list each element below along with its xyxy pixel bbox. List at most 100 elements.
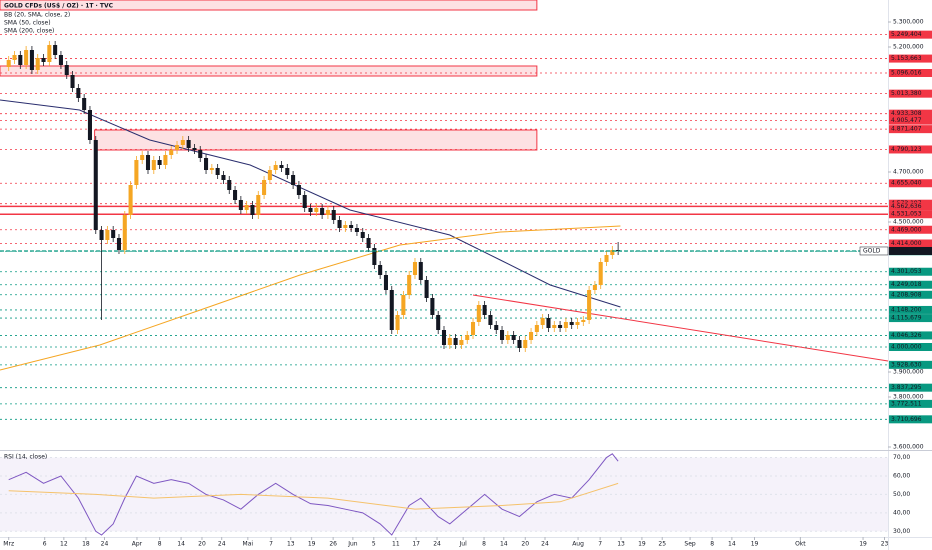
level-tag	[889, 89, 932, 98]
candle-body	[99, 230, 104, 240]
candle-body	[215, 168, 220, 175]
level-tag	[889, 331, 932, 340]
x-tick-label: 19	[308, 541, 316, 548]
level-tag	[889, 415, 932, 424]
candle-body	[209, 168, 214, 170]
x-tick-label: 17	[412, 541, 420, 548]
indicator-label: BB (20, SMA, close, 2)	[4, 12, 70, 19]
candle-body	[482, 305, 487, 315]
candle-body	[180, 140, 185, 145]
candle-body	[465, 335, 470, 340]
x-tick-label: 13	[617, 541, 625, 548]
candle-body	[470, 322, 476, 335]
candle-body	[47, 45, 52, 62]
candle-body	[140, 155, 145, 160]
x-tick-label: Jul	[459, 541, 468, 548]
candle-body	[383, 275, 388, 290]
candle-body	[581, 320, 586, 322]
level-label: 5.096,016	[891, 69, 922, 76]
y-tick-label: 3.800,000	[893, 394, 924, 401]
level-label: 4.933,308	[891, 110, 922, 117]
x-tick-label: 7	[598, 541, 602, 548]
y-tick-label: 70,00	[893, 454, 910, 461]
chart-title: GOLD CFDs (US$ / OZ) · 1T · TVC	[4, 3, 114, 10]
candle-body	[401, 295, 406, 315]
candle-body	[511, 335, 516, 340]
candle-body	[105, 230, 110, 240]
candle-body	[128, 185, 133, 215]
level-label: 4.115,679	[891, 315, 922, 322]
candle-body	[552, 325, 557, 328]
x-tick-label: 14	[728, 541, 736, 548]
candle-body	[441, 330, 447, 345]
candle-body	[256, 195, 261, 215]
candle-body	[70, 75, 75, 88]
x-tick-label: 24	[541, 541, 549, 548]
candle-body	[29, 50, 34, 70]
level-label: 4.208,908	[891, 291, 922, 298]
candle-body	[12, 55, 17, 60]
x-tick-label: 20	[521, 541, 529, 548]
level-tag	[889, 360, 932, 369]
candle-body	[308, 208, 313, 212]
x-tick-label: 7	[269, 541, 273, 548]
candle-body	[546, 318, 551, 328]
zone	[94, 129, 538, 151]
level-tag	[889, 399, 932, 408]
last-price-label: 4.384,092	[891, 247, 922, 254]
x-tick-label: 23	[881, 541, 889, 548]
level-label: 4.562,636	[891, 203, 922, 210]
rsi-title: RSI (14, close)	[4, 454, 47, 461]
candle-body	[285, 168, 290, 175]
candle-body	[587, 290, 592, 320]
level-label: 4.655,040	[891, 180, 922, 187]
level-tag	[889, 267, 932, 276]
candle-body	[453, 338, 458, 345]
level-tag	[889, 290, 932, 299]
candle-body	[424, 280, 429, 298]
candle-body	[221, 175, 226, 180]
level-label: 4.871,407	[891, 126, 922, 133]
x-tick-label: 8	[710, 541, 714, 548]
x-tick-label: 24	[218, 541, 226, 548]
y-tick-label: 3.600,000	[893, 444, 924, 451]
candle-body	[111, 230, 116, 238]
level-label: 5.249,404	[891, 31, 922, 38]
candle-body	[314, 208, 319, 212]
rsi-pane: 70,00 60,00 50,00 40,00 30,00	[0, 453, 910, 536]
candle-body	[563, 322, 568, 328]
candle-body	[320, 208, 325, 215]
candle-body	[505, 335, 510, 340]
level-label: 3.710,696	[891, 416, 922, 423]
last-price-name-tag	[859, 246, 889, 256]
candle-body	[238, 200, 243, 210]
candle-body	[53, 45, 58, 55]
x-tick-label: 19	[859, 541, 867, 548]
candle-body	[349, 225, 354, 228]
x-tick-label: 19	[638, 541, 646, 548]
level-label: 3.772,511	[891, 400, 922, 407]
candle-body	[279, 165, 284, 168]
y-tick-label: 40,00	[893, 509, 910, 516]
level-tag	[889, 145, 932, 154]
candle-body	[592, 285, 597, 290]
candle-body	[163, 155, 168, 165]
y-tick-label: 5.300,000	[893, 19, 924, 26]
level-label: 3.928,630	[891, 361, 922, 368]
candle-body	[598, 262, 603, 285]
zone	[0, 0, 538, 11]
candle-body	[302, 195, 307, 208]
candle-body	[569, 322, 574, 325]
x-tick-label: 19	[751, 541, 759, 548]
candle-body	[169, 150, 174, 155]
candle-body	[267, 170, 272, 180]
candle-body	[331, 210, 336, 220]
indicator-label: SMA (50, close)	[4, 20, 51, 27]
level-tag	[889, 202, 932, 211]
candle-body	[418, 262, 423, 280]
level-label: 3.837,295	[891, 384, 922, 391]
level-label: 4.301,053	[891, 268, 922, 275]
level-label: 4.469,000	[891, 226, 922, 233]
